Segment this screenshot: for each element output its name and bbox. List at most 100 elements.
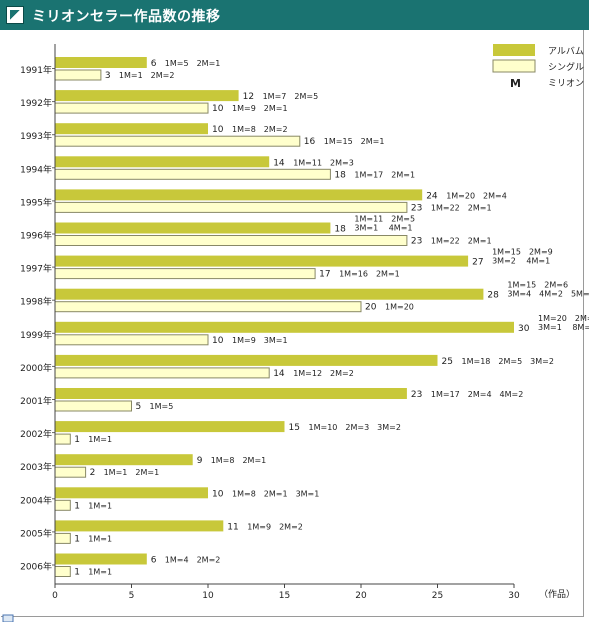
single-note: 1M=1 2M=1	[104, 468, 160, 477]
single-bar	[54, 400, 132, 412]
x-tick-label: 15	[279, 591, 290, 601]
album-bar	[55, 57, 147, 68]
album-note: 1M=15 2M=6	[507, 281, 568, 290]
album-bar	[55, 487, 208, 499]
album-bar	[55, 255, 469, 267]
single-note: 1M=16 2M=1	[339, 270, 400, 279]
album-note: 1M=15 2M=9	[492, 248, 553, 257]
single-note: 1M=1	[88, 501, 112, 510]
album-value-label: 12	[243, 92, 254, 102]
year-label: 1994年	[20, 163, 52, 175]
album-value-label: 25	[442, 357, 453, 367]
single-value-label: 1	[74, 568, 80, 578]
legend-album-label: アルバム	[548, 46, 584, 57]
album-note: 1M=11 2M=5	[354, 215, 415, 224]
year-label: 2003年	[20, 461, 52, 473]
album-note: 1M=10 2M=3 3M=2	[309, 423, 401, 432]
x-tick-label: 5	[129, 591, 135, 601]
single-bar	[54, 532, 71, 544]
status-icon	[2, 614, 14, 622]
single-value-label: 18	[334, 170, 346, 180]
album-note: 3M=1 8M=1	[538, 323, 589, 332]
year-label: 2001年	[20, 395, 52, 407]
album-value-label: 11	[227, 522, 238, 532]
album-note: 1M=18 2M=5 3M=2	[462, 357, 554, 366]
single-note: 1M=17 2M=1	[354, 170, 415, 179]
single-value-label: 20	[365, 303, 377, 313]
album-note: 1M=11 2M=3	[293, 158, 354, 167]
year-label: 2006年	[20, 561, 52, 573]
album-value-label: 23	[411, 390, 422, 400]
album-value-label: 18	[334, 225, 346, 235]
album-value-label: 14	[273, 158, 285, 168]
single-note: 1M=5	[150, 402, 174, 411]
single-value-label: 23	[411, 237, 422, 247]
album-value-label: 10	[212, 489, 224, 499]
single-value-label: 1	[74, 534, 80, 544]
single-bar	[54, 201, 408, 213]
album-bar	[55, 123, 208, 135]
year-label: 1996年	[20, 230, 52, 242]
album-bar	[55, 454, 193, 466]
single-note: 1M=9 2M=1	[232, 104, 288, 113]
single-note: 1M=15 2M=1	[324, 137, 385, 146]
album-note: 1M=5 2M=1	[165, 59, 221, 68]
single-note: 1M=12 2M=2	[293, 369, 354, 378]
single-bar	[54, 466, 87, 478]
single-bar	[54, 135, 301, 147]
single-note: 1M=20	[385, 303, 414, 312]
legend-million-symbol: M	[510, 77, 521, 90]
x-tick-label: 25	[432, 591, 443, 601]
x-tick-label: 10	[202, 591, 214, 601]
album-value-label: 9	[197, 456, 203, 466]
year-label: 1997年	[20, 263, 52, 275]
single-bar	[54, 168, 331, 180]
legend-album-swatch	[493, 44, 535, 56]
window-icon	[6, 6, 24, 24]
legend-single-label: シングル	[548, 61, 584, 73]
album-bar	[55, 222, 331, 234]
album-note: 1M=8 2M=1 3M=1	[232, 489, 319, 498]
album-value-label: 24	[426, 191, 438, 201]
single-value-label: 1	[74, 501, 80, 511]
album-note: 1M=20 2M=8	[538, 314, 589, 323]
single-value-label: 1	[74, 435, 80, 445]
chart-panel	[1, 30, 584, 617]
album-value-label: 30	[518, 324, 530, 334]
album-value-label: 28	[487, 291, 499, 301]
album-note: 3M=1 4M=1	[354, 224, 412, 233]
single-bar	[54, 367, 270, 379]
single-bar	[54, 334, 209, 346]
year-label: 2002年	[20, 428, 52, 440]
album-bar	[55, 90, 239, 102]
album-bar	[55, 421, 285, 433]
album-note: 1M=9 2M=2	[247, 522, 303, 531]
x-tick-label: 20	[355, 591, 367, 601]
album-bar	[55, 388, 407, 399]
year-label: 1992年	[20, 97, 52, 109]
year-label: 2004年	[20, 494, 52, 506]
album-note: 3M=2 4M=1	[492, 257, 550, 266]
page-title: ミリオンセラー作品数の推移	[32, 9, 221, 25]
album-note: 1M=17 2M=4 4M=2	[431, 390, 523, 399]
album-bar	[55, 520, 224, 532]
album-note: 1M=4 2M=2	[165, 556, 221, 565]
single-note: 1M=1	[88, 435, 112, 444]
x-axis: 0 5 10 15 20 25 30 （作品）	[52, 44, 575, 601]
single-note: 1M=1	[88, 568, 112, 577]
single-bar	[54, 268, 316, 280]
single-value-label: 23	[411, 203, 422, 213]
single-value-label: 2	[90, 468, 96, 478]
legend-million-label: ミリオン	[548, 78, 584, 89]
single-bar	[54, 499, 71, 511]
album-note: 1M=7 2M=5	[263, 92, 319, 101]
single-bar	[54, 566, 71, 577]
year-label: 1991年	[20, 64, 52, 76]
single-value-label: 10	[212, 336, 224, 346]
title-bar: ミリオンセラー作品数の推移	[0, 0, 589, 30]
year-label: 2005年	[20, 527, 52, 539]
album-value-label: 6	[151, 556, 157, 566]
year-label: 1999年	[20, 329, 52, 341]
